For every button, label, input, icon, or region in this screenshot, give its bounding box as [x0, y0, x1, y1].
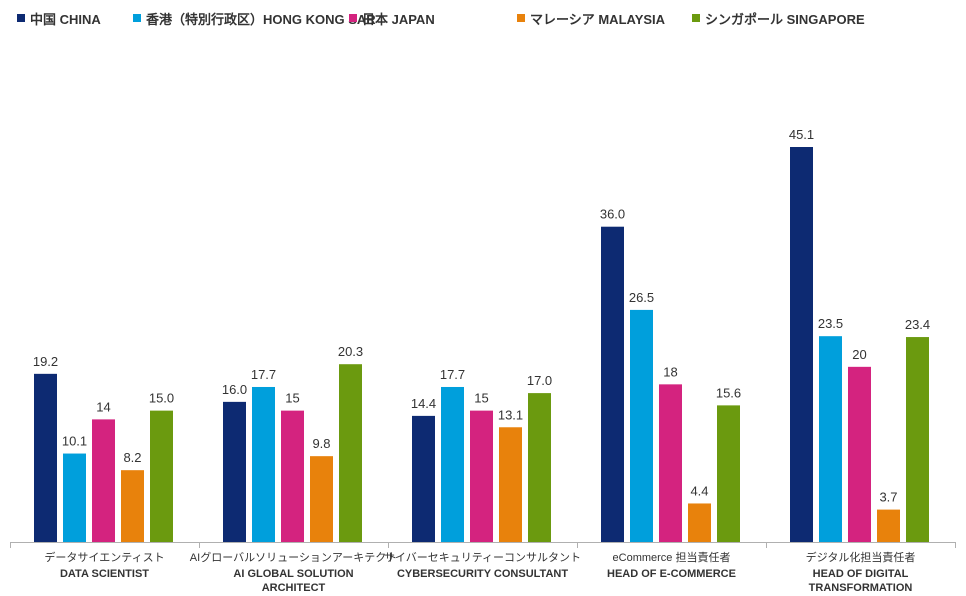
- category-label-ja: サイバーセキュリティーコンサルタント: [384, 551, 581, 564]
- bar: [223, 401, 246, 542]
- category-label-en: ARCHITECT: [262, 582, 326, 594]
- category-label-en: CYBERSECURITY CONSULTANT: [397, 568, 568, 580]
- legend-item: 香港（特別行政区）HONG KONG SAR: [133, 9, 376, 27]
- legend-label: 中国 CHINA: [30, 11, 101, 27]
- bar: [717, 405, 740, 542]
- data-label: 36.0: [600, 207, 625, 222]
- category-label-en: HEAD OF DIGITAL: [813, 568, 909, 580]
- bar: [339, 364, 362, 542]
- data-label: 3.7: [879, 490, 897, 505]
- data-label: 16.0: [222, 382, 247, 397]
- bar: [499, 427, 522, 542]
- data-label: 15: [474, 391, 488, 406]
- category-label-ja: AIグローバルソリューションアーキテクト: [190, 550, 397, 564]
- data-label: 23.4: [905, 317, 930, 332]
- bar: [63, 453, 86, 542]
- bar: [528, 393, 551, 542]
- bar: [877, 509, 900, 542]
- bar: [659, 384, 682, 542]
- bar: [150, 410, 173, 542]
- legend-swatch: [517, 14, 525, 22]
- bar: [819, 336, 842, 542]
- data-label: 15.0: [149, 391, 174, 406]
- data-label: 15: [285, 391, 299, 406]
- bar: [281, 410, 304, 542]
- bar: [34, 373, 57, 542]
- data-label: 10.1: [62, 434, 87, 449]
- bar: [470, 410, 493, 542]
- data-label: 15.6: [716, 385, 741, 400]
- legend-item: マレーシア MALAYSIA: [517, 9, 665, 27]
- bar: [252, 386, 275, 542]
- data-label: 20: [852, 347, 866, 362]
- legend-item: シンガポール SINGAPORE: [692, 9, 865, 27]
- legend-item: 日本 JAPAN: [349, 9, 435, 27]
- data-label: 13.1: [498, 407, 523, 422]
- bar: [848, 366, 871, 542]
- category-label-en: DATA SCIENTIST: [60, 568, 149, 580]
- data-label: 9.8: [312, 436, 330, 451]
- category-label-ja: データサイエンティスト: [44, 550, 164, 564]
- bar: [441, 386, 464, 542]
- data-label: 8.2: [123, 450, 141, 465]
- legend-label: マレーシア MALAYSIA: [530, 11, 666, 27]
- bar: [310, 456, 333, 542]
- data-label: 4.4: [690, 483, 708, 498]
- data-label: 20.3: [338, 344, 363, 359]
- category-label-en: TRANSFORMATION: [809, 582, 913, 594]
- data-label: 14.4: [411, 396, 436, 411]
- legend-label: 日本 JAPAN: [362, 11, 435, 27]
- bar: [906, 337, 929, 542]
- data-label: 17.0: [527, 373, 552, 388]
- data-label: 14: [96, 399, 110, 414]
- bar: [601, 226, 624, 542]
- legend-swatch: [133, 14, 141, 22]
- data-label: 19.2: [33, 354, 58, 369]
- legend-label: シンガポール SINGAPORE: [705, 11, 865, 27]
- data-label: 23.5: [818, 316, 843, 331]
- data-label: 17.7: [251, 367, 276, 382]
- bar: [790, 147, 813, 542]
- bar: [121, 470, 144, 542]
- legend: 中国 CHINA 香港（特別行政区）HONG KONG SAR 日本 JAPAN マレ…: [0, 0, 966, 36]
- bar: [630, 309, 653, 542]
- category-label-ja: eCommerce 担当責任者: [613, 550, 731, 564]
- data-label: 17.7: [440, 367, 465, 382]
- legend-swatch: [349, 14, 357, 22]
- category-label-en: AI GLOBAL SOLUTION: [233, 568, 353, 580]
- bar: [412, 415, 435, 542]
- data-label: 26.5: [629, 290, 654, 305]
- data-label: 18: [663, 364, 677, 379]
- bar: [688, 503, 711, 542]
- data-label: 45.1: [789, 127, 814, 142]
- bar: [92, 419, 115, 542]
- category-label-en: HEAD OF E-COMMERCE: [607, 568, 736, 580]
- legend-swatch: [692, 14, 700, 22]
- legend-item: 中国 CHINA: [17, 9, 101, 27]
- category-label-ja: デジタル化担当責任者: [806, 550, 916, 564]
- legend-label: 香港（特別行政区）HONG KONG SAR: [146, 11, 376, 27]
- legend-swatch: [17, 14, 25, 22]
